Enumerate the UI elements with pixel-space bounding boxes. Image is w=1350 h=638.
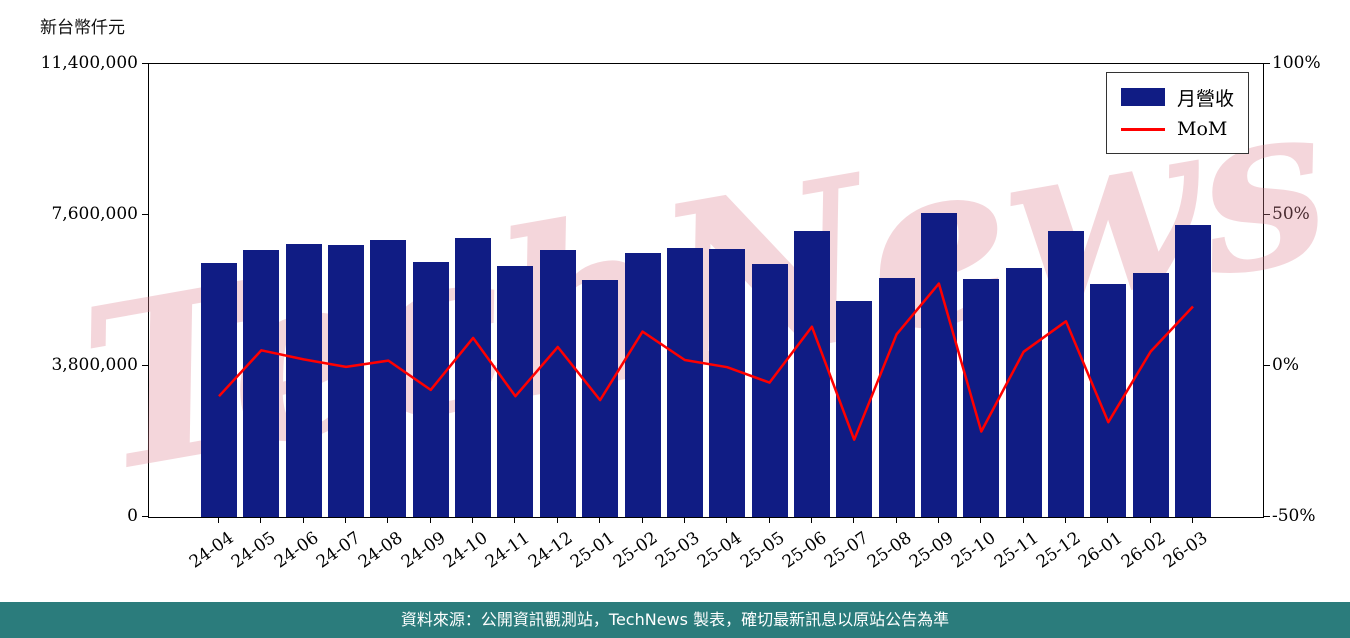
x-tick-mark (641, 517, 643, 523)
x-tick-mark (683, 517, 685, 523)
legend-item-revenue: 月營收 (1120, 81, 1234, 113)
left-tick-label: 0 (127, 506, 138, 526)
x-tick-label-25-09: 25-09 (905, 528, 958, 573)
mom-line (218, 282, 1194, 441)
x-tick-mark (980, 517, 982, 523)
footer-text: 資料來源：公開資訊觀測站，TechNews 製表，確切最新訊息以原站公告為準 (400, 610, 950, 629)
bar-25-03 (666, 248, 703, 517)
x-tick-mark (260, 517, 262, 523)
bar-24-11 (497, 265, 534, 517)
left-tick-label: 3,800,000 (51, 355, 138, 375)
x-tick-mark (1065, 517, 1066, 523)
left-tick-mark (142, 365, 148, 366)
x-tick-label-25-01: 25-01 (566, 528, 619, 573)
x-tick-label-25-11: 25-11 (990, 528, 1043, 573)
x-tick-mark (1192, 517, 1193, 523)
x-tick-mark (853, 517, 855, 523)
bar-24-10 (455, 238, 492, 517)
line-swatch (1120, 127, 1165, 131)
left-tick-label: 11,400,000 (40, 53, 138, 73)
right-tick-mark (1264, 63, 1270, 64)
legend: 月營收 MoM (1105, 72, 1249, 154)
left-axis-title: 新台幣仟元 (40, 18, 125, 38)
x-tick-mark (599, 517, 601, 523)
x-tick-label-24-12: 24-12 (524, 528, 577, 573)
left-tick-label: 7,600,000 (51, 204, 138, 224)
x-tick-mark (810, 517, 812, 523)
x-tick-label-26-01: 26-01 (1075, 528, 1127, 573)
bar-26-02 (1132, 273, 1169, 517)
right-tick-mark (1264, 214, 1270, 215)
x-tick-mark (1022, 517, 1024, 523)
x-tick-label-25-10: 25-10 (948, 528, 1000, 573)
x-tick-label-24-06: 24-06 (270, 528, 323, 573)
right-tick-label: 0% (1272, 355, 1299, 375)
bar-25-05 (751, 263, 788, 517)
legend-label-mom: MoM (1176, 118, 1228, 140)
mom-line-layer (218, 282, 1194, 441)
x-tick-mark (345, 517, 346, 523)
bar-24-06 (285, 244, 322, 517)
x-tick-label-25-05: 25-05 (736, 528, 788, 573)
x-tick-mark (302, 517, 304, 523)
x-tick-label-26-02: 26-02 (1117, 528, 1170, 573)
source-footer: 資料來源：公開資訊觀測站，TechNews 製表，確切最新訊息以原站公告為準 (0, 602, 1350, 638)
bar-25-11 (1005, 267, 1042, 517)
bar-24-08 (370, 240, 407, 517)
right-tick-label: 50% (1272, 204, 1310, 224)
x-tick-mark (429, 517, 431, 523)
x-tick-mark (514, 517, 516, 523)
left-tick-mark (142, 214, 148, 215)
bar-24-05 (243, 250, 280, 517)
right-tick-mark (1264, 516, 1270, 517)
x-tick-mark (556, 517, 558, 523)
bar-25-04 (709, 249, 746, 517)
x-tick-mark (472, 517, 474, 523)
bars-layer (149, 64, 1263, 517)
x-tick-mark (895, 517, 897, 523)
x-tick-label-25-06: 25-06 (778, 528, 831, 573)
bar-24-04 (201, 263, 237, 517)
x-tick-label-24-10: 24-10 (439, 528, 492, 573)
x-tick-mark (937, 517, 939, 523)
x-tick-mark (1107, 517, 1109, 523)
x-tick-mark (218, 517, 219, 523)
plot-area: TechNews 月營收 MoM (65, 46, 1346, 524)
bar-25-10 (963, 279, 1000, 517)
x-tick-label-24-08: 24-08 (355, 528, 407, 573)
x-tick-mark (726, 517, 728, 523)
x-tick-label-24-11: 24-11 (482, 528, 534, 573)
x-tick-label-25-08: 25-08 (863, 528, 916, 573)
legend-label-revenue: 月營收 (1176, 87, 1234, 110)
bar-25-09 (920, 213, 957, 517)
x-tick-label-25-07: 25-07 (821, 528, 873, 573)
x-tick-label-25-02: 25-02 (609, 528, 661, 573)
right-tick-label: 100% (1272, 53, 1321, 73)
x-tick-label-24-05: 24-05 (228, 528, 280, 573)
bar-26-03 (1175, 224, 1211, 517)
x-tick-label-25-03: 25-03 (651, 528, 704, 573)
bar-25-02 (624, 253, 661, 517)
bar-24-12 (539, 250, 576, 517)
bar-25-12 (1048, 230, 1084, 517)
left-tick-mark (142, 516, 148, 517)
x-tick-label-25-04: 25-04 (694, 528, 746, 573)
x-tick-mark (768, 517, 770, 523)
legend-item-mom: MoM (1120, 113, 1234, 145)
x-tick-label-24-07: 24-07 (312, 528, 365, 573)
x-tick-label-24-04: 24-04 (185, 528, 238, 573)
x-tick-label-24-09: 24-09 (397, 528, 450, 573)
left-tick-mark (142, 63, 148, 64)
right-tick-label: -50% (1272, 506, 1316, 526)
right-tick-mark (1264, 365, 1270, 366)
x-tick-mark (387, 517, 389, 523)
bar-swatch (1120, 88, 1165, 106)
x-tick-label-25-12: 25-12 (1032, 528, 1085, 573)
x-tick-label-26-03: 26-03 (1159, 528, 1212, 573)
bar-24-07 (328, 244, 364, 517)
x-tick-mark (1149, 517, 1151, 523)
bar-25-06 (793, 230, 830, 517)
